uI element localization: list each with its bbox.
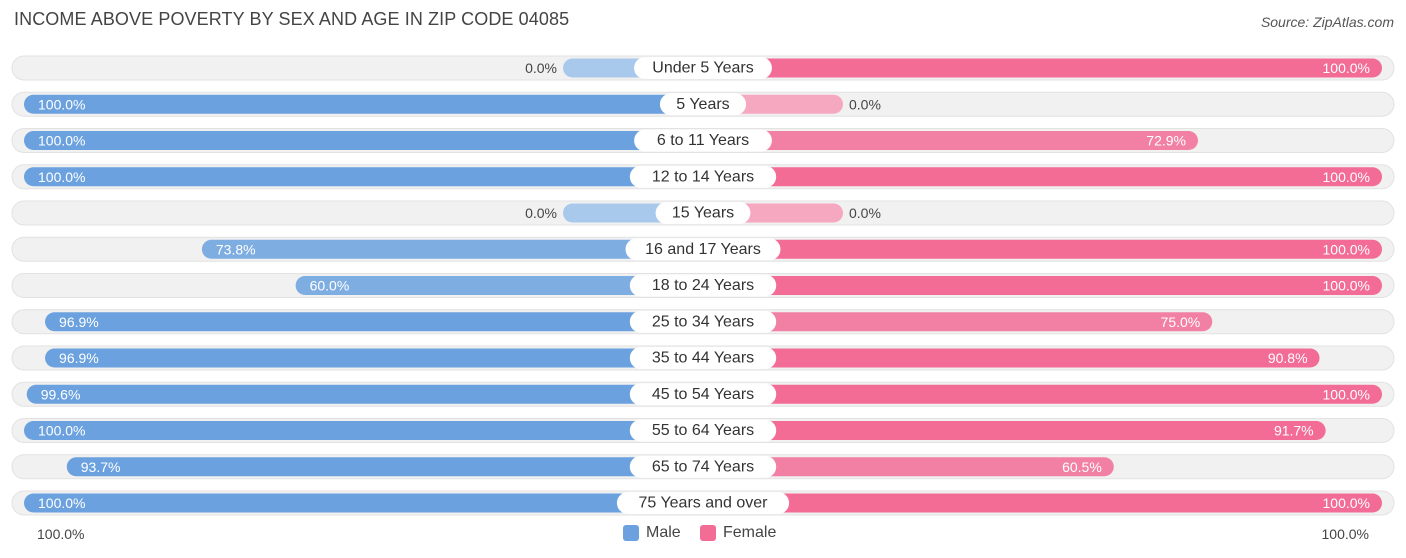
female-bar: [703, 421, 1326, 440]
legend-female-swatch: [700, 525, 716, 541]
male-value-label: 0.0%: [525, 205, 557, 221]
legend: Male Female: [0, 524, 1406, 544]
category-pill: [629, 347, 777, 369]
male-bar: [24, 167, 703, 187]
male-bar: [45, 312, 703, 332]
female-value-label: 100.0%: [1323, 241, 1370, 257]
male-value-label: 96.9%: [59, 314, 99, 330]
male-value-label: 100.0%: [38, 423, 85, 439]
category-pill: [629, 419, 777, 442]
diverging-bar-chart: 0.0% 100.0% Under 5 Years 100.0% 0.0% 5 Years…: [11, 55, 1395, 516]
male-bar: [24, 131, 703, 150]
female-value-label: 75.0%: [1161, 314, 1201, 330]
male-value-label: 93.7%: [81, 459, 121, 475]
category-pill: [625, 238, 781, 261]
male-bar: [24, 421, 703, 440]
female-bar: [703, 131, 1198, 150]
male-bar: [24, 493, 703, 513]
female-bar: [703, 239, 1382, 259]
category-label: 15 Years: [672, 205, 734, 222]
female-value-label: 100.0%: [1323, 169, 1370, 185]
source-note: Source: ZipAtlas.com: [1260, 14, 1394, 30]
male-value-label: 100.0%: [38, 495, 85, 511]
category-pill: [634, 57, 772, 79]
category-label: 6 to 11 Years: [657, 132, 749, 149]
male-bar: [24, 94, 703, 114]
female-bar: [703, 384, 1382, 404]
male-value-label: 100.0%: [38, 169, 85, 185]
male-bar: [26, 384, 703, 404]
legend-male: Male: [623, 524, 681, 542]
male-value-label: 100.0%: [38, 133, 85, 149]
category-label: 12 to 14 Years: [652, 168, 754, 185]
category-label: 5 Years: [676, 96, 729, 113]
category-pill: [634, 129, 772, 152]
female-bar: [703, 276, 1382, 295]
category-pill: [629, 274, 777, 297]
category-pill: [659, 93, 747, 116]
category-label: 35 to 44 Years: [652, 350, 754, 367]
male-value-label: 100.0%: [38, 96, 85, 112]
category-pill: [629, 383, 777, 406]
female-value-label: 60.5%: [1062, 459, 1102, 475]
legend-female-label: Female: [723, 524, 777, 541]
female-bar: [703, 348, 1320, 368]
axis-right-label: 100.0%: [1321, 526, 1369, 542]
female-value-label: 0.0%: [849, 96, 881, 112]
female-value-label: 91.7%: [1274, 423, 1314, 439]
female-value-label: 0.0%: [849, 205, 881, 221]
male-bar: [201, 239, 703, 259]
male-bar: [295, 276, 703, 295]
legend-male-label: Male: [646, 524, 681, 541]
category-pill: [629, 165, 777, 188]
male-bar: [66, 457, 704, 477]
female-value-label: 100.0%: [1323, 386, 1370, 402]
female-value-label: 90.8%: [1268, 350, 1308, 366]
male-value-label: 99.6%: [41, 386, 81, 402]
male-value-label: 73.8%: [216, 241, 256, 257]
female-bar: [703, 167, 1382, 187]
axis-left-label: 100.0%: [37, 526, 85, 542]
female-bar: [703, 312, 1213, 332]
category-label: 75 Years and over: [639, 495, 769, 512]
category-label: 16 and 17 Years: [645, 241, 761, 258]
category-label: 45 to 54 Years: [652, 386, 754, 403]
male-value-label: 96.9%: [59, 350, 99, 366]
category-label: 55 to 64 Years: [652, 422, 754, 439]
female-value-label: 100.0%: [1323, 60, 1370, 76]
female-bar: [703, 493, 1382, 513]
category-label: 25 to 34 Years: [652, 313, 754, 330]
category-label: Under 5 Years: [652, 60, 753, 77]
category-label: 65 to 74 Years: [652, 458, 754, 475]
female-value-label: 100.0%: [1323, 495, 1370, 511]
male-bar: [45, 348, 703, 368]
male-value-label: 60.0%: [310, 278, 350, 294]
legend-male-swatch: [623, 525, 639, 541]
category-pill: [629, 455, 777, 478]
female-value-label: 72.9%: [1146, 133, 1186, 149]
chart-title: INCOME ABOVE POVERTY BY SEX AND AGE IN Z…: [14, 9, 570, 29]
female-bar: [703, 58, 1382, 78]
category-pill: [616, 492, 790, 514]
female-bar: [703, 457, 1114, 477]
legend-female: Female: [700, 524, 776, 542]
category-label: 18 to 24 Years: [652, 277, 754, 294]
male-value-label: 0.0%: [525, 60, 557, 76]
category-pill: [655, 202, 751, 224]
female-value-label: 100.0%: [1323, 278, 1370, 294]
category-pill: [629, 310, 777, 333]
